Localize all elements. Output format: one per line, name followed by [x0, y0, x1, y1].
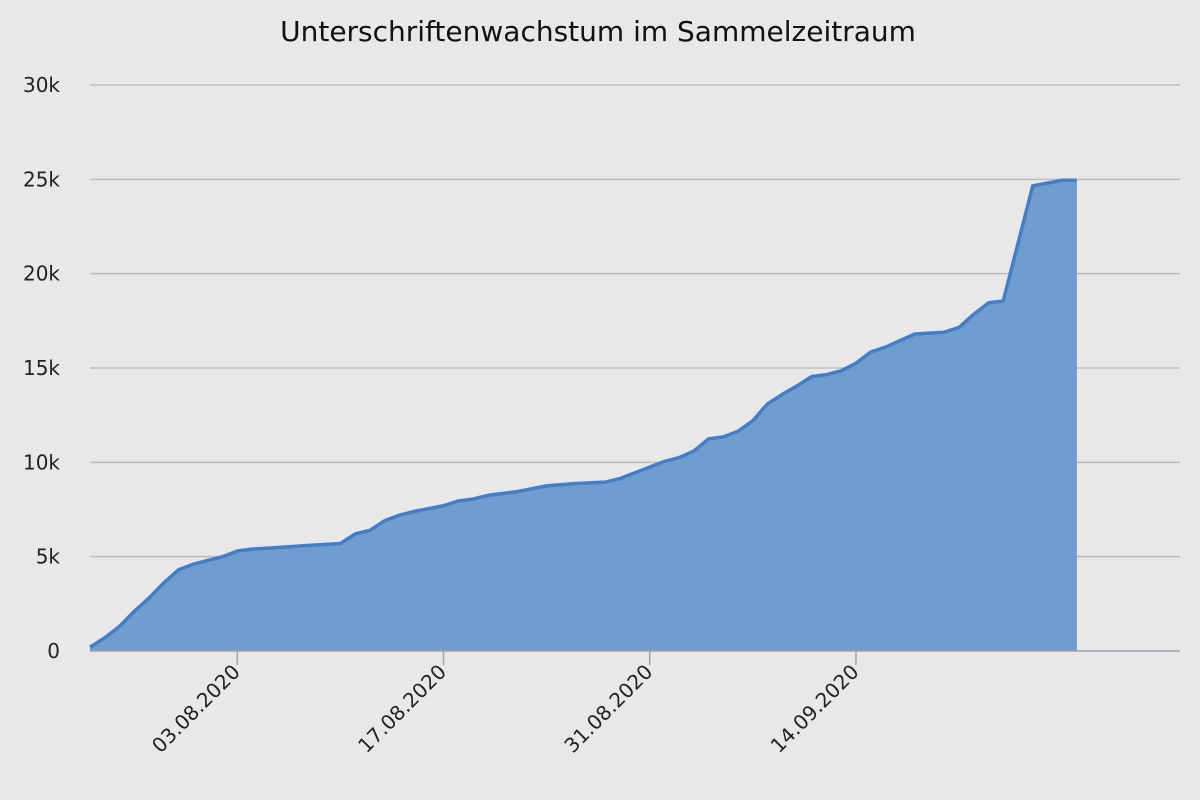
y-tick-label: 10k: [23, 450, 60, 474]
series-area-fill: [90, 180, 1077, 652]
x-axis: 03.08.2020 17.08.2020 31.08.2020 14.09.2020: [90, 650, 1180, 758]
x-tick-label: 17.08.2020: [353, 660, 451, 758]
y-tick-label: 30k: [23, 73, 60, 97]
y-tick-label: 25k: [23, 167, 60, 191]
y-tick-label: 15k: [23, 356, 60, 380]
y-axis-tick-labels: 0 5k 10k 15k 20k 25k 30k: [23, 73, 60, 663]
x-tick-label: 31.08.2020: [559, 660, 657, 758]
series-area: [89, 178, 1077, 652]
x-tick-label: 03.08.2020: [147, 660, 245, 758]
x-tick-label: 14.09.2020: [766, 660, 864, 758]
chart-title: Unterschriftenwachstum im Sammelzeitraum: [280, 15, 916, 48]
y-tick-label: 0: [47, 639, 60, 663]
y-tick-label: 5k: [36, 545, 61, 569]
y-tick-label: 20k: [23, 262, 60, 286]
series-line: [89, 178, 1077, 649]
